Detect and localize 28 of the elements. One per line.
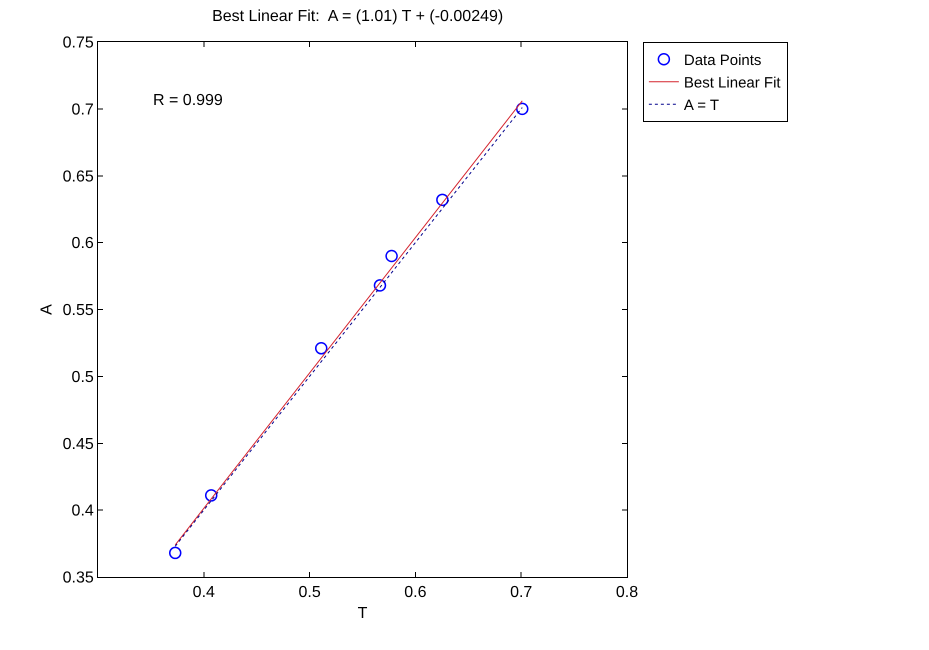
legend-label: Best Linear Fit: [684, 74, 782, 92]
y-tick-label: 0.6: [72, 235, 94, 252]
legend-label: Data Points: [684, 52, 762, 70]
point: [374, 279, 386, 292]
chart-title: Best Linear Fit: A = (1.01) T + (-0.00249): [212, 8, 504, 25]
annotation: R = 0.999: [153, 92, 223, 109]
y-tick-label: 0.45: [62, 436, 94, 453]
legend-label: A = T: [684, 97, 720, 114]
x-tick-label: 0.5: [298, 584, 321, 602]
x-tick-label: 0.6: [404, 584, 427, 602]
point: [385, 250, 398, 262]
x-tick-label: 0.4: [192, 584, 216, 602]
point: [516, 102, 529, 116]
y-tick-label: 0.35: [62, 570, 94, 587]
x-axis-title: T: [358, 604, 368, 622]
point: [168, 546, 182, 560]
y-tick-label: 0.7: [72, 101, 94, 118]
y-tick-label: 0.65: [62, 168, 94, 186]
y-tick-label: 0.5: [72, 368, 94, 386]
x-tick-label: 0.7: [510, 584, 532, 602]
point: [314, 342, 328, 355]
y-tick-label: 0.75: [62, 34, 94, 52]
x-tick-label: 0.8: [616, 584, 638, 602]
y-tick-label: 0.55: [62, 302, 94, 320]
y-tick-label: 0.4: [72, 502, 94, 520]
y-axis-title: A: [38, 304, 56, 315]
point: [436, 194, 449, 206]
point: [204, 489, 218, 502]
